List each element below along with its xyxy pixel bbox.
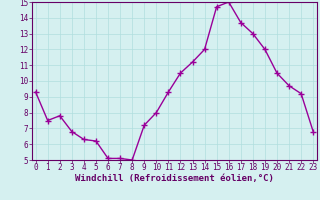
- X-axis label: Windchill (Refroidissement éolien,°C): Windchill (Refroidissement éolien,°C): [75, 174, 274, 183]
